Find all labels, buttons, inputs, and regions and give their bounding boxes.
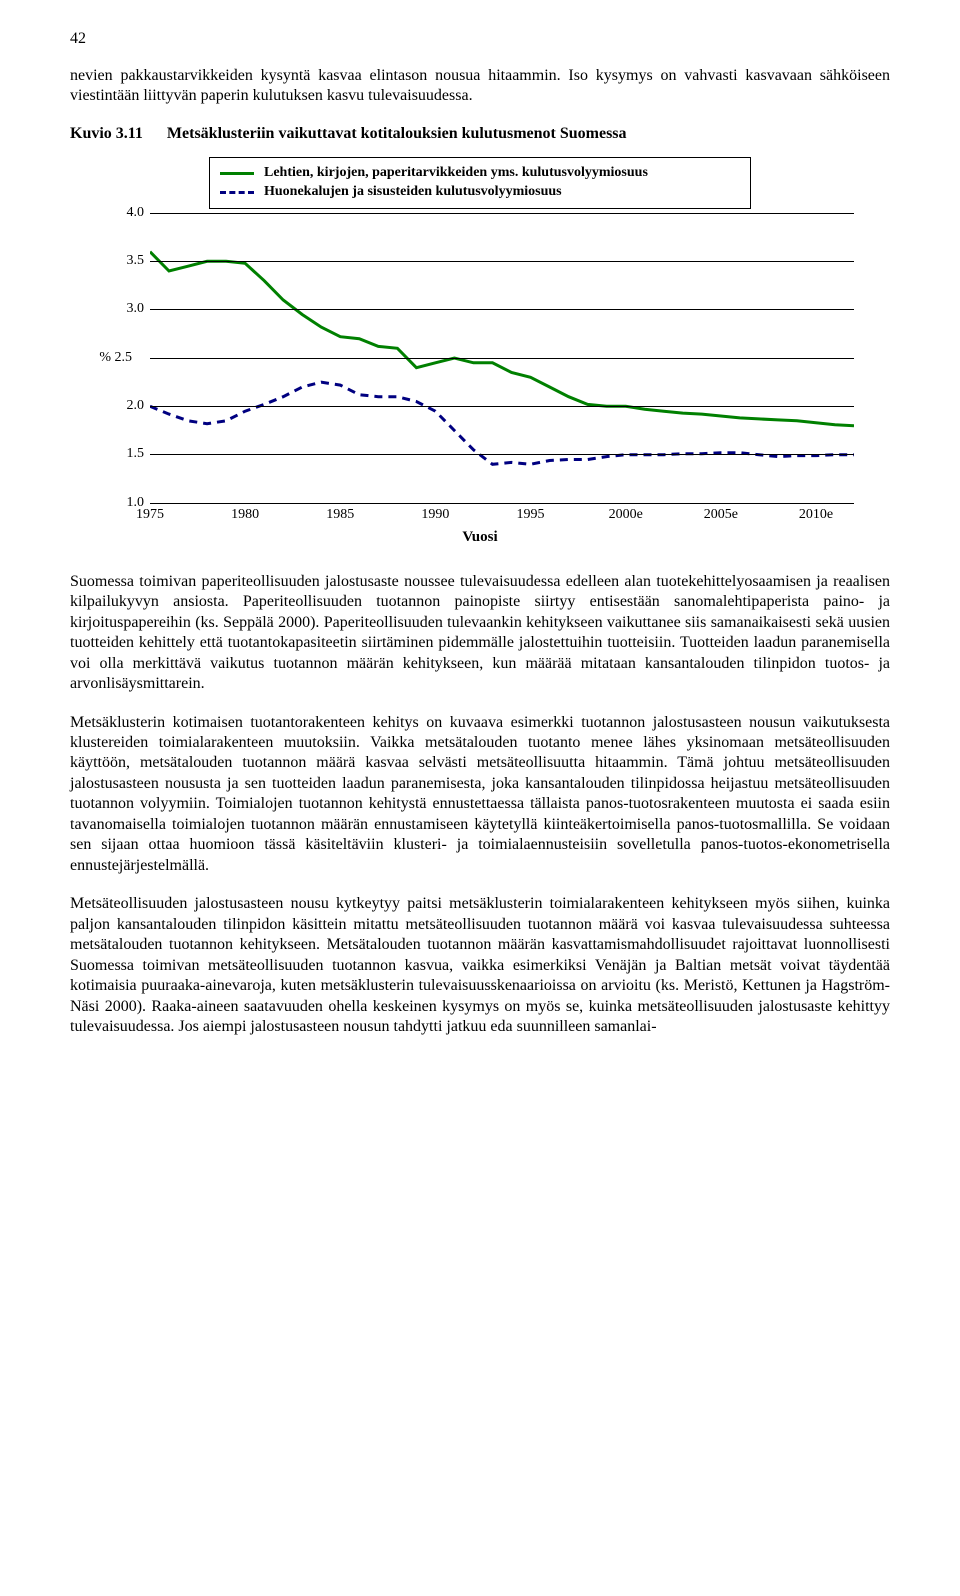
figure-title-row: Kuvio 3.11 Metsäklusteriin vaikuttavat k… xyxy=(70,125,890,143)
chart-y-tick-label: 2.0 xyxy=(127,398,151,414)
legend-item-paper: Lehtien, kirjojen, paperitarvikkeiden ym… xyxy=(220,164,740,183)
chart-x-tick-label: 2005e xyxy=(704,507,738,523)
chart-x-tick-label: 1985 xyxy=(326,507,354,523)
legend-swatch-furniture xyxy=(220,191,254,194)
intro-paragraph: nevien pakkaustarvikkeiden kysyntä kasva… xyxy=(70,66,890,107)
page-number: 42 xyxy=(70,30,890,48)
chart-gridline xyxy=(150,454,854,455)
chart-gridline xyxy=(150,213,854,214)
figure-caption: Metsäklusteriin vaikuttavat kotitalouksi… xyxy=(167,125,627,143)
chart-plot-area: 1.01.52.0% 2.53.03.54.0 xyxy=(150,213,854,503)
legend-item-furniture: Huonekalujen ja sisusteiden kulutusvolyy… xyxy=(220,183,740,202)
figure-label: Kuvio 3.11 xyxy=(70,125,143,143)
chart-gridline xyxy=(150,406,854,407)
paragraph-1: Suomessa toimivan paperiteollisuuden jal… xyxy=(70,572,890,695)
chart-gridline xyxy=(150,261,854,262)
chart-x-tick-label: 1995 xyxy=(517,507,545,523)
chart-series-furniture xyxy=(150,382,854,464)
chart-x-tick-label: 1980 xyxy=(231,507,259,523)
chart-x-labels: 197519801985199019952000e2005e2010e xyxy=(150,503,854,527)
chart-legend: Lehtien, kirjojen, paperitarvikkeiden ym… xyxy=(209,157,751,209)
paragraph-2: Metsäklusterin kotimaisen tuotantorakent… xyxy=(70,713,890,877)
chart-y-tick-label: 4.0 xyxy=(127,205,151,221)
chart-y-tick-label: % 2.5 xyxy=(99,350,150,366)
chart-x-tick-label: 2010e xyxy=(799,507,833,523)
chart-y-tick-label: 3.0 xyxy=(127,301,151,317)
chart-series-paper xyxy=(150,251,854,425)
chart-x-tick-label: 2000e xyxy=(609,507,643,523)
legend-label-paper: Lehtien, kirjojen, paperitarvikkeiden ym… xyxy=(264,164,648,183)
chart-y-tick-label: 3.5 xyxy=(127,253,151,269)
chart-x-tick-label: 1975 xyxy=(136,507,164,523)
paragraph-3: Metsäteollisuuden jalostusasteen nousu k… xyxy=(70,894,890,1037)
chart-x-axis-title: Vuosi xyxy=(100,529,860,546)
chart-gridline xyxy=(150,358,854,359)
chart-gridline xyxy=(150,309,854,310)
page: 42 nevien pakkaustarvikkeiden kysyntä ka… xyxy=(0,0,960,1096)
chart-y-tick-label: 1.5 xyxy=(127,446,151,462)
legend-label-furniture: Huonekalujen ja sisusteiden kulutusvolyy… xyxy=(264,183,562,202)
legend-swatch-paper xyxy=(220,172,254,175)
chart: Lehtien, kirjojen, paperitarvikkeiden ym… xyxy=(100,157,860,546)
chart-x-tick-label: 1990 xyxy=(421,507,449,523)
